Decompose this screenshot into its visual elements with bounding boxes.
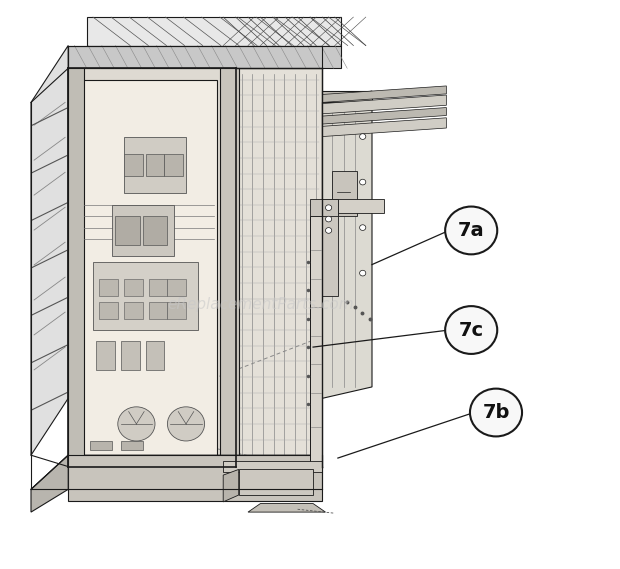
Polygon shape (332, 171, 356, 216)
Polygon shape (167, 279, 186, 296)
Polygon shape (167, 302, 186, 319)
Circle shape (445, 207, 497, 254)
Polygon shape (310, 216, 322, 467)
Text: 7c: 7c (459, 320, 484, 340)
Circle shape (326, 228, 332, 233)
Polygon shape (124, 154, 143, 176)
Polygon shape (322, 199, 384, 213)
Polygon shape (112, 205, 174, 256)
Polygon shape (99, 302, 118, 319)
Polygon shape (68, 46, 341, 68)
Polygon shape (31, 455, 322, 489)
Polygon shape (99, 279, 118, 296)
Polygon shape (220, 68, 239, 467)
Circle shape (445, 306, 497, 354)
Circle shape (360, 270, 366, 276)
Polygon shape (322, 91, 372, 398)
Polygon shape (248, 504, 326, 512)
Polygon shape (239, 469, 313, 495)
Polygon shape (322, 108, 446, 124)
Polygon shape (87, 17, 341, 46)
Polygon shape (322, 95, 446, 114)
Circle shape (118, 407, 155, 441)
Circle shape (360, 225, 366, 230)
Circle shape (470, 389, 522, 436)
Polygon shape (322, 86, 446, 102)
Polygon shape (121, 341, 140, 370)
Polygon shape (68, 68, 84, 467)
Circle shape (326, 216, 332, 222)
Text: eReplacementParts.com: eReplacementParts.com (167, 297, 354, 312)
Polygon shape (322, 118, 446, 137)
Polygon shape (124, 302, 143, 319)
Polygon shape (68, 455, 322, 501)
Polygon shape (146, 154, 164, 176)
Polygon shape (164, 154, 183, 176)
Circle shape (360, 134, 366, 139)
Polygon shape (143, 216, 167, 245)
Polygon shape (115, 216, 140, 245)
Circle shape (167, 407, 205, 441)
Polygon shape (124, 137, 186, 193)
Polygon shape (90, 441, 112, 450)
Polygon shape (322, 91, 372, 102)
Polygon shape (146, 341, 164, 370)
Polygon shape (149, 302, 167, 319)
Polygon shape (223, 469, 239, 502)
Polygon shape (31, 46, 68, 455)
Polygon shape (310, 199, 338, 216)
Text: 7b: 7b (482, 403, 510, 422)
Circle shape (360, 179, 366, 185)
Circle shape (326, 205, 332, 211)
Polygon shape (124, 279, 143, 296)
Text: 7a: 7a (458, 221, 484, 240)
Polygon shape (31, 455, 68, 512)
Polygon shape (322, 199, 338, 296)
Polygon shape (121, 441, 143, 450)
Polygon shape (223, 461, 322, 472)
Polygon shape (93, 262, 198, 330)
Polygon shape (74, 80, 217, 455)
Polygon shape (149, 279, 167, 296)
Polygon shape (96, 341, 115, 370)
Polygon shape (68, 68, 236, 467)
Polygon shape (236, 68, 322, 467)
